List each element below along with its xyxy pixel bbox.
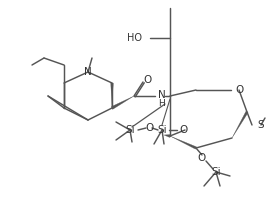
Text: O: O xyxy=(198,153,206,163)
Text: O: O xyxy=(235,85,243,95)
Text: HO: HO xyxy=(127,33,142,43)
Text: N: N xyxy=(158,90,166,100)
Text: H: H xyxy=(158,99,165,108)
Polygon shape xyxy=(111,83,113,108)
Text: O: O xyxy=(179,125,187,135)
Polygon shape xyxy=(170,136,197,149)
Text: O: O xyxy=(145,123,153,133)
Polygon shape xyxy=(164,134,170,137)
Text: S: S xyxy=(257,120,264,130)
Text: Si: Si xyxy=(125,125,135,135)
Polygon shape xyxy=(232,111,248,138)
Text: N: N xyxy=(84,67,92,77)
Text: Si: Si xyxy=(157,125,167,135)
Polygon shape xyxy=(111,96,134,109)
Text: O: O xyxy=(144,75,152,85)
Text: Si: Si xyxy=(211,167,221,177)
